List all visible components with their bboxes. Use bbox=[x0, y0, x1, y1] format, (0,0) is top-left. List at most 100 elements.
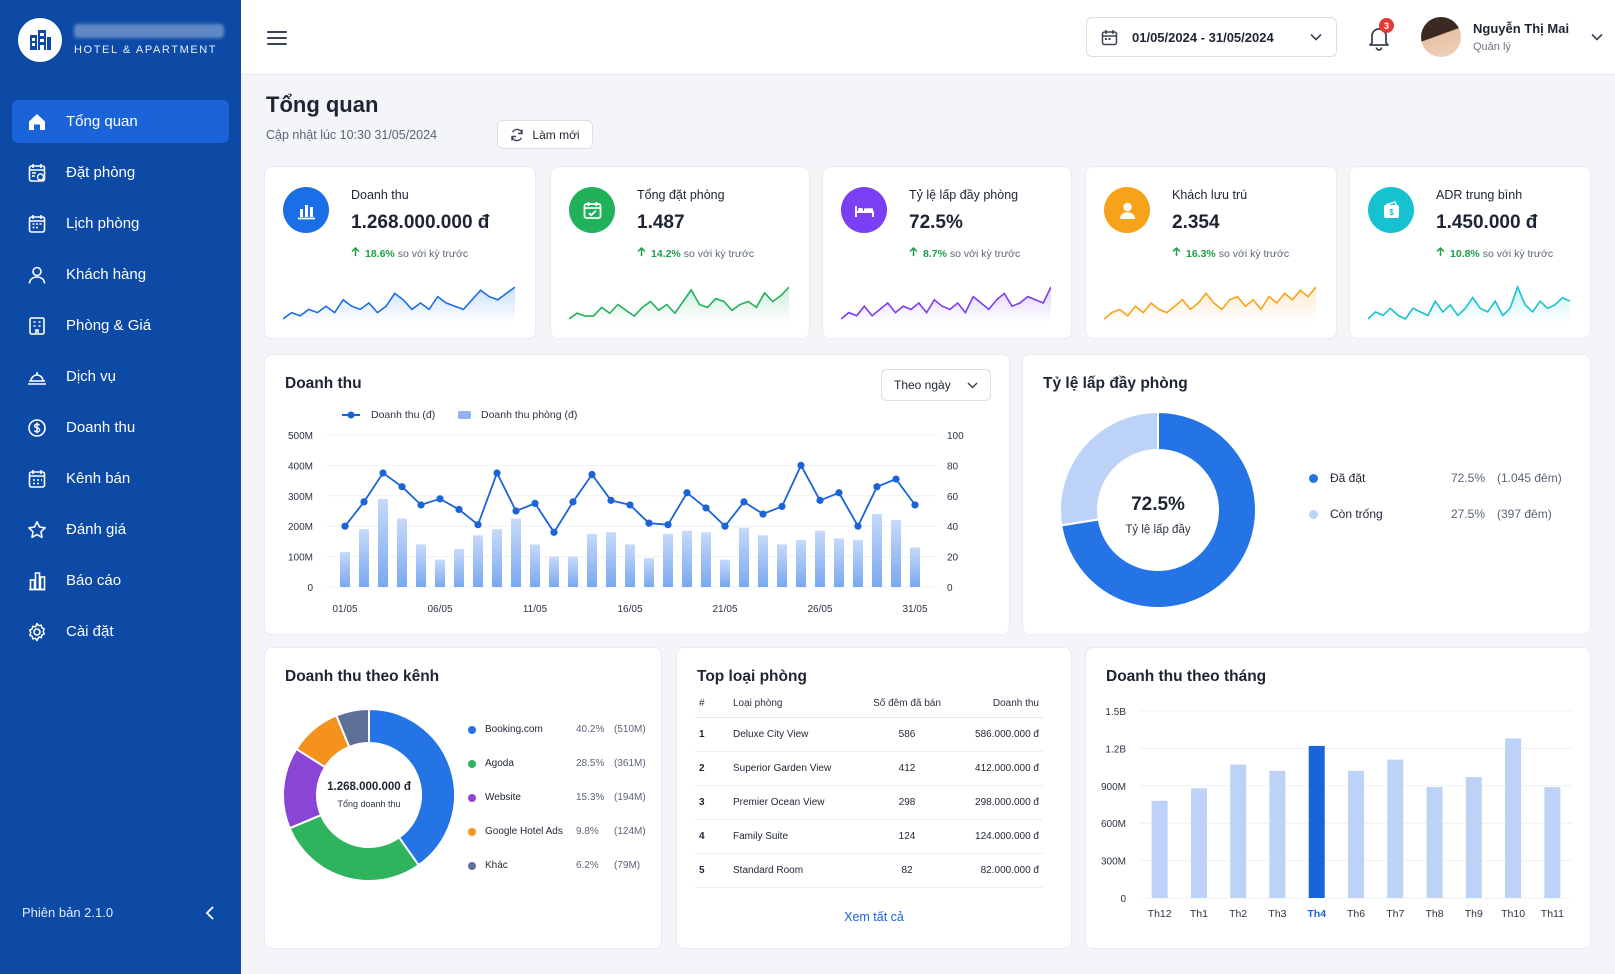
revenue-bar bbox=[910, 547, 920, 587]
sidebar-item-report[interactable]: Báo cáo bbox=[12, 559, 229, 602]
revenue-line bbox=[344, 463, 916, 534]
sidebar-item-dollar[interactable]: Doanh thu bbox=[12, 406, 229, 449]
revenue-point bbox=[398, 483, 406, 491]
sidebar-item-user[interactable]: Khách hàng bbox=[12, 253, 229, 296]
x-tick-label: Th1 bbox=[1190, 908, 1208, 920]
month-bar bbox=[1465, 777, 1482, 898]
table-row[interactable]: 4 Family Suite 124 124.000.000 đ bbox=[695, 819, 1043, 854]
table-header-row: # Loại phòng Số đêm đã bán Doanh thu bbox=[695, 691, 1043, 718]
sidebar-item-calendar[interactable]: Lịch phòng bbox=[12, 202, 229, 245]
sidebar-nav: Tổng quan Đặt phòng Lịch phòng Khách hàng Ph… bbox=[12, 100, 229, 661]
kpi-sparkline bbox=[569, 286, 789, 323]
table-cell: 412 bbox=[863, 751, 951, 786]
y-left-tick-label: 300M bbox=[288, 492, 313, 503]
monthly-revenue-title: Doanh thu theo tháng bbox=[1106, 668, 1267, 685]
sparkline-area bbox=[569, 287, 789, 323]
table-cell: 412.000.000 đ bbox=[951, 751, 1043, 786]
top-rooms-title: Top loại phòng bbox=[697, 668, 807, 685]
sidebar-item-channel[interactable]: Kênh bán bbox=[12, 457, 229, 500]
revenue-bar bbox=[644, 558, 654, 587]
legend-bar-marker bbox=[458, 411, 471, 419]
revenue-point bbox=[626, 501, 634, 509]
kpi-change-suffix: so với kỳ trước bbox=[949, 248, 1021, 260]
channel-legend-item: Booking.com 40.2% (510M) bbox=[468, 724, 658, 735]
legend-dot bbox=[468, 759, 476, 768]
revenue-bar bbox=[435, 559, 445, 587]
table-row[interactable]: 5 Standard Room 82 82.000.000 đ bbox=[695, 853, 1043, 888]
table-cell: 298 bbox=[863, 785, 951, 820]
table-row[interactable]: 1 Deluxe City View 586 586.000.000 đ bbox=[695, 717, 1043, 752]
revenue-bar bbox=[815, 530, 825, 587]
home-icon bbox=[29, 113, 45, 130]
x-tick-label: Th8 bbox=[1425, 908, 1443, 920]
see-all-link[interactable]: Xem tất cả bbox=[844, 910, 904, 924]
sidebar-item-booking[interactable]: Đặt phòng bbox=[12, 151, 229, 194]
kpi-change-pct: 16.3% bbox=[1186, 248, 1216, 260]
sidebar-item-home[interactable]: Tổng quan bbox=[12, 100, 229, 143]
y-tick-label: 600M bbox=[1101, 819, 1126, 830]
revenue-chart-svg: 0 100M 200M 300M 400M 500M 0 20 40 60 80 100 01/05 06… bbox=[288, 431, 964, 615]
kpi-change-pct: 10.8% bbox=[1450, 248, 1480, 260]
sparkline-area bbox=[283, 287, 515, 323]
sidebar-item-star[interactable]: Đánh giá bbox=[12, 508, 229, 551]
table-row[interactable]: 3 Premier Ocean View 298 298.000.000 đ bbox=[695, 785, 1043, 820]
table-cell: 4 bbox=[695, 819, 733, 854]
revenue-point bbox=[759, 510, 767, 518]
table-row[interactable]: 2 Superior Garden View 412 412.000.000 đ bbox=[695, 751, 1043, 786]
avatar bbox=[1421, 17, 1461, 57]
refresh-label: Làm mới bbox=[532, 127, 580, 142]
room-price-icon bbox=[29, 316, 45, 335]
calendar-check-icon bbox=[583, 201, 601, 219]
refresh-icon bbox=[511, 128, 524, 141]
report-icon bbox=[29, 571, 46, 590]
revenue-bar bbox=[492, 529, 502, 587]
dropdown-value: Theo ngày bbox=[894, 378, 951, 392]
sidebar-item-room-price[interactable]: Phòng & Giá bbox=[12, 304, 229, 347]
revenue-bar bbox=[796, 539, 806, 587]
kpi-icon-wrap bbox=[1104, 187, 1150, 233]
guest-icon bbox=[1119, 202, 1135, 219]
kpi-label: ADR trung bình bbox=[1436, 188, 1523, 202]
y-right-tick-label: 80 bbox=[947, 461, 959, 472]
table-cell: Standard Room bbox=[733, 853, 863, 888]
revenue-point bbox=[835, 489, 843, 497]
table-cell: 3 bbox=[695, 785, 733, 820]
kpi-icon-wrap bbox=[569, 187, 615, 233]
y-tick-label: 900M bbox=[1101, 782, 1126, 793]
revenue-point bbox=[854, 522, 862, 530]
y-tick-label: 300M bbox=[1101, 857, 1126, 868]
x-tick-label: Th3 bbox=[1268, 908, 1286, 920]
month-bar bbox=[1190, 788, 1207, 898]
column-header: Doanh thu bbox=[951, 691, 1043, 718]
month-bar bbox=[1269, 770, 1286, 898]
kpi-label: Tổng đặt phòng bbox=[637, 188, 725, 202]
revenue-point bbox=[892, 475, 900, 483]
sidebar-item-service[interactable]: Dịch vụ bbox=[12, 355, 229, 398]
y-right-tick-label: 40 bbox=[947, 522, 959, 533]
brand[interactable]: HOTEL & APARTMENT bbox=[18, 18, 224, 62]
date-range-picker[interactable]: 01/05/2024 - 31/05/2024 bbox=[1086, 17, 1337, 57]
collapse-sidebar-button[interactable] bbox=[201, 904, 219, 922]
svg-text:$: $ bbox=[1389, 208, 1394, 217]
sidebar-item-gear[interactable]: Cài đặt bbox=[12, 610, 229, 653]
revenue-period-dropdown[interactable]: Theo ngày bbox=[881, 369, 991, 401]
sidebar-item-label: Tổng quan bbox=[66, 113, 138, 130]
chevron-left-icon bbox=[205, 906, 214, 920]
occupancy-card: Tỷ lệ lấp đầy phòng 72.5% Tỷ lệ lấp đầy … bbox=[1022, 354, 1591, 635]
revenue-chart-title: Doanh thu bbox=[285, 375, 362, 392]
sidebar-item-label: Đánh giá bbox=[66, 521, 127, 538]
refresh-button[interactable]: Làm mới bbox=[497, 120, 593, 149]
column-header: Loại phòng bbox=[733, 691, 863, 718]
column-header: # bbox=[695, 691, 733, 718]
booking-icon bbox=[28, 163, 46, 182]
revenue-point bbox=[873, 483, 881, 491]
revenue-point bbox=[531, 499, 539, 507]
x-tick-label: 26/05 bbox=[807, 604, 832, 615]
y-left-tick-label: 0 bbox=[307, 583, 313, 594]
kpi-label: Khách lưu trú bbox=[1172, 188, 1248, 202]
revenue-point bbox=[607, 496, 615, 504]
kpi-change-pct: 14.2% bbox=[651, 248, 681, 260]
kpi-sparkline bbox=[841, 286, 1051, 323]
user-menu[interactable]: Nguyễn Thị Mai Quản lý bbox=[1421, 17, 1603, 57]
menu-toggle-button[interactable] bbox=[265, 26, 289, 50]
